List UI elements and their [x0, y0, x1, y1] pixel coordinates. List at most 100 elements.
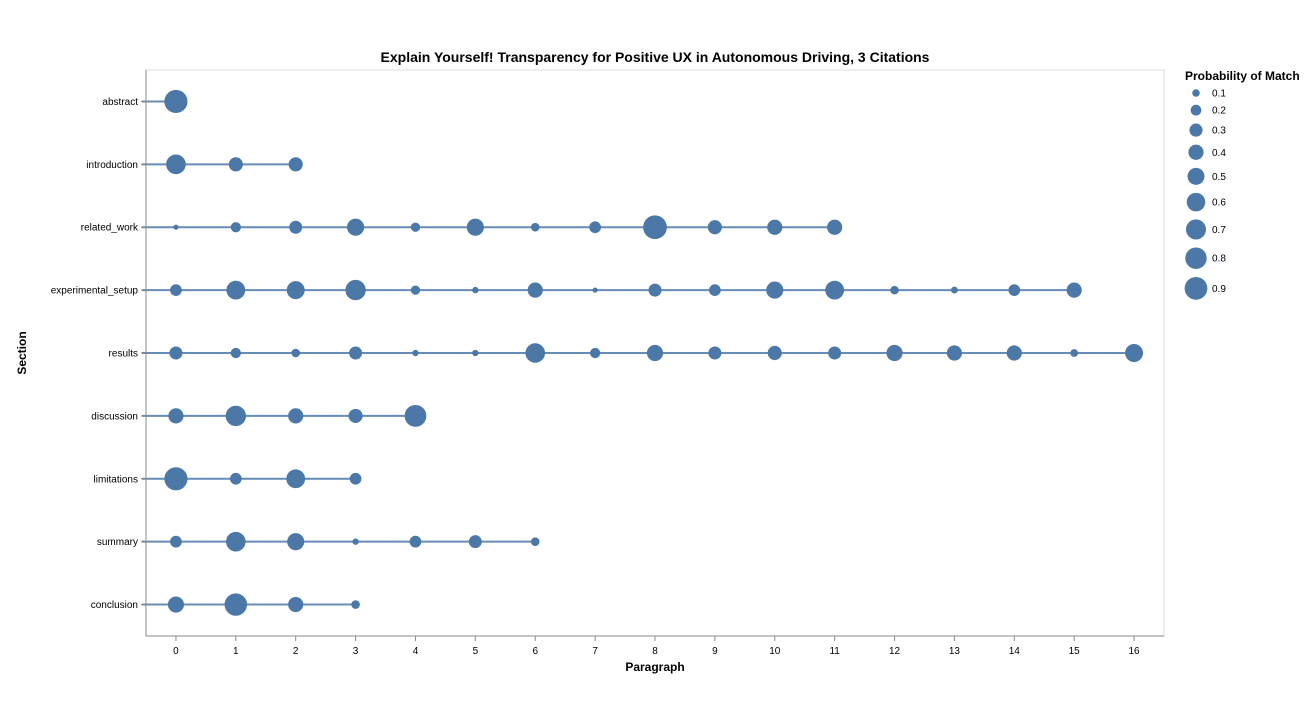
data-point-discussion-2 [288, 408, 304, 424]
x-tick-label: 8 [652, 646, 658, 657]
legend-label: 0.8 [1212, 254, 1226, 265]
x-tick-label: 10 [769, 646, 781, 657]
legend-symbol [1185, 247, 1207, 269]
x-tick-label: 13 [949, 646, 961, 657]
y-tick-label: experimental_setup [51, 286, 139, 297]
legend-symbol [1190, 104, 1202, 116]
data-point-experimental_setup-1 [226, 280, 246, 300]
legend-title: Probability of Match [1185, 69, 1300, 83]
data-point-results-15 [1070, 349, 1079, 357]
y-tick-label: related_work [81, 223, 139, 234]
y-tick-label: summary [97, 537, 138, 548]
legend-label: 0.2 [1212, 106, 1226, 117]
data-point-introduction-2 [288, 157, 303, 172]
x-tick-label: 14 [1009, 646, 1021, 657]
legend-symbol [1184, 276, 1208, 300]
data-point-experimental_setup-11 [825, 280, 845, 300]
legend-symbol [1185, 219, 1207, 240]
data-point-related_work-11 [827, 219, 843, 235]
data-point-results-5 [472, 349, 479, 357]
data-point-discussion-4 [404, 404, 427, 427]
chart-title: Explain Yourself! Transparency for Posit… [381, 49, 930, 65]
legend-symbol [1188, 144, 1204, 160]
data-point-related_work-8 [643, 215, 667, 240]
x-axis-title: Paragraph [625, 660, 684, 674]
data-point-related_work-4 [410, 222, 421, 232]
data-point-related_work-5 [466, 218, 484, 236]
data-point-experimental_setup-5 [472, 286, 479, 294]
data-point-experimental_setup-0 [170, 284, 182, 296]
data-point-discussion-3 [348, 408, 363, 423]
legend-label: 0.7 [1212, 225, 1226, 236]
data-point-conclusion-3 [351, 600, 360, 609]
legend-symbol [1192, 89, 1200, 97]
data-point-results-3 [349, 346, 363, 360]
data-point-results-6 [525, 343, 546, 363]
data-point-summary-5 [468, 535, 482, 549]
y-axis-title: Section [15, 331, 29, 374]
data-point-results-1 [230, 347, 241, 359]
legend-symbol [1187, 167, 1205, 185]
data-point-summary-1 [226, 531, 246, 552]
data-point-limitations-3 [349, 472, 362, 485]
data-point-experimental_setup-3 [345, 279, 366, 301]
y-tick-label: discussion [91, 411, 138, 422]
data-point-summary-4 [409, 535, 422, 548]
data-point-discussion-1 [225, 405, 246, 427]
data-point-related_work-1 [230, 222, 241, 233]
legend-label: 0.9 [1212, 284, 1226, 295]
data-point-related_work-10 [767, 219, 783, 235]
data-points [164, 89, 1144, 616]
data-point-experimental_setup-10 [766, 281, 784, 299]
data-point-limitations-1 [229, 472, 242, 485]
data-point-experimental_setup-15 [1066, 282, 1082, 298]
data-point-results-4 [412, 349, 419, 357]
legend-label: 0.1 [1212, 89, 1226, 100]
data-point-conclusion-0 [167, 596, 185, 613]
x-tick-label: 9 [712, 646, 718, 657]
legend-symbol [1186, 192, 1206, 212]
data-point-limitations-0 [164, 467, 188, 491]
data-point-results-9 [708, 346, 722, 360]
legend-label: 0.4 [1212, 148, 1226, 159]
data-point-discussion-0 [168, 408, 184, 424]
data-point-experimental_setup-13 [950, 286, 958, 294]
data-point-abstract-0 [164, 89, 188, 114]
x-tick-label: 0 [173, 646, 179, 657]
data-point-results-11 [828, 346, 842, 360]
data-point-introduction-1 [228, 157, 243, 172]
data-point-experimental_setup-6 [527, 282, 543, 298]
data-point-related_work-0 [173, 224, 179, 230]
data-point-experimental_setup-2 [286, 281, 305, 300]
data-point-results-10 [767, 345, 782, 361]
data-point-results-0 [169, 346, 183, 360]
x-tick-label: 12 [889, 646, 901, 657]
y-tick-label: conclusion [91, 600, 138, 611]
y-tick-label: abstract [102, 97, 138, 108]
data-point-related_work-7 [589, 221, 601, 234]
series-lines [142, 100, 1135, 606]
data-point-results-14 [1006, 345, 1022, 361]
data-point-summary-0 [170, 535, 182, 548]
y-tick-label: introduction [86, 160, 138, 171]
x-tick-label: 5 [473, 646, 479, 657]
data-point-experimental_setup-4 [410, 285, 421, 295]
data-point-related_work-6 [530, 222, 540, 232]
data-point-experimental_setup-8 [648, 283, 662, 297]
data-point-summary-3 [352, 538, 359, 545]
data-point-results-8 [646, 344, 664, 362]
data-point-results-13 [946, 345, 963, 361]
data-point-limitations-2 [286, 469, 306, 489]
legend-label: 0.3 [1212, 126, 1226, 137]
data-point-results-16 [1125, 344, 1144, 362]
y-tick-label: limitations [94, 474, 138, 485]
data-point-experimental_setup-9 [709, 284, 721, 296]
x-tick-label: 6 [532, 646, 538, 657]
x-tick-label: 16 [1128, 646, 1140, 657]
x-tick-label: 1 [233, 646, 239, 657]
data-point-results-2 [291, 348, 301, 358]
y-tick-label: results [109, 349, 138, 360]
legend-label: 0.5 [1212, 172, 1226, 183]
data-point-related_work-9 [707, 220, 722, 235]
